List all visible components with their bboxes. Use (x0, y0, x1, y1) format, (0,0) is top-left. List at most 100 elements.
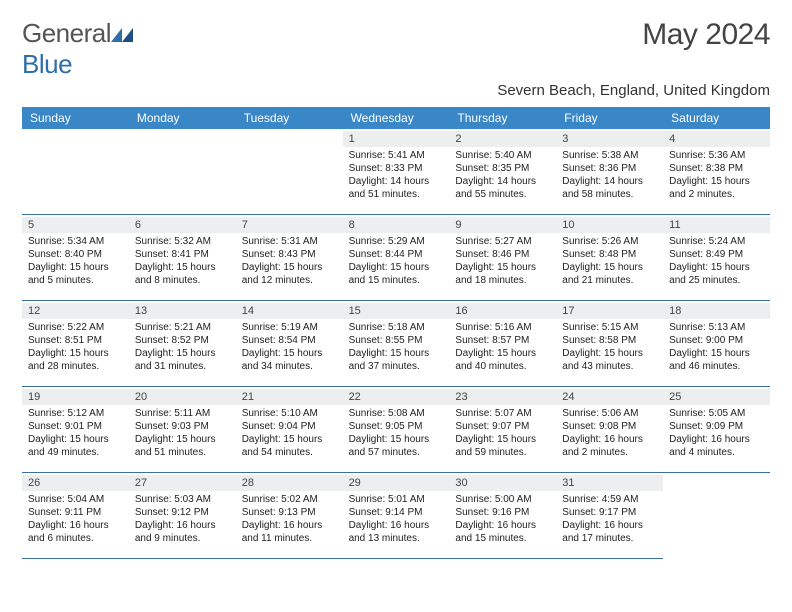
day-number: 30 (455, 477, 467, 489)
sunset-line: Sunset: 8:57 PM (455, 334, 550, 347)
sunrise-line: Sunrise: 5:21 AM (135, 321, 230, 334)
day-number: 4 (669, 133, 675, 145)
sunrise-line: Sunrise: 5:36 AM (669, 149, 764, 162)
day-cell-7: 7Sunrise: 5:31 AMSunset: 8:43 PMDaylight… (236, 215, 343, 301)
empty-cell (236, 129, 343, 215)
sunrise-line: Sunrise: 5:04 AM (28, 493, 123, 506)
daylight-line: Daylight: 16 hours and 2 minutes. (562, 433, 657, 459)
day-cell-19: 19 Sunrise: 5:12 AMSunset: 9:01 PMDayligh… (22, 387, 129, 473)
sunrise-line: Sunrise: 5:00 AM (455, 493, 550, 506)
sunrise-line: Sunrise: 5:15 AM (562, 321, 657, 334)
day-cell-3: 3Sunrise: 5:38 AMSunset: 8:36 PMDaylight… (556, 129, 663, 215)
daylight-line: Daylight: 16 hours and 17 minutes. (562, 519, 657, 545)
sunset-line: Sunset: 8:41 PM (135, 248, 230, 261)
sunrise-line: Sunrise: 5:12 AM (28, 407, 123, 420)
sunset-line: Sunset: 8:35 PM (455, 162, 550, 175)
day-number: 22 (349, 391, 361, 403)
day-cell-6: 6Sunrise: 5:32 AMSunset: 8:41 PMDaylight… (129, 215, 236, 301)
daylight-line: Daylight: 15 hours and 18 minutes. (455, 261, 550, 287)
day-cell-21: 21Sunrise: 5:10 AMSunset: 9:04 PMDayligh… (236, 387, 343, 473)
day-number-row: 7 (236, 217, 343, 233)
sunrise-line: Sunrise: 5:31 AM (242, 235, 337, 248)
sunset-line: Sunset: 8:58 PM (562, 334, 657, 347)
daylight-line: Daylight: 16 hours and 6 minutes. (28, 519, 123, 545)
sunrise-line: Sunrise: 4:59 AM (562, 493, 657, 506)
weekday-monday: Monday (129, 107, 236, 129)
sunset-line: Sunset: 8:54 PM (242, 334, 337, 347)
sunrise-line: Sunrise: 5:26 AM (562, 235, 657, 248)
sunset-line: Sunset: 8:33 PM (349, 162, 444, 175)
sunset-line: Sunset: 8:44 PM (349, 248, 444, 261)
sunrise-line: Sunrise: 5:08 AM (349, 407, 444, 420)
day-cell-28: 28Sunrise: 5:02 AMSunset: 9:13 PMDayligh… (236, 473, 343, 559)
day-cell-17: 17Sunrise: 5:15 AMSunset: 8:58 PMDayligh… (556, 301, 663, 387)
calendar-grid: 1 Sunrise: 5:41 AMSunset: 8:33 PM Daylight… (22, 129, 770, 559)
day-number-row: 13 (129, 303, 236, 319)
day-cell-18: 18Sunrise: 5:13 AMSunset: 9:00 PMDayligh… (663, 301, 770, 387)
day-number-row: 22 (343, 389, 450, 405)
daylight-line: Daylight: 16 hours and 13 minutes. (349, 519, 444, 545)
day-number-row: 1 (343, 131, 450, 147)
day-number-row: 27 (129, 475, 236, 491)
title-block: May 2024 (642, 18, 770, 52)
sunset-line: Sunset: 9:01 PM (28, 420, 123, 433)
day-number: 12 (28, 305, 40, 317)
daylight-line: Daylight: 15 hours and 37 minutes. (349, 347, 444, 373)
sunrise-line: Sunrise: 5:19 AM (242, 321, 337, 334)
day-number-row: 6 (129, 217, 236, 233)
weekday-sunday: Sunday (22, 107, 129, 129)
day-cell-8: 8Sunrise: 5:29 AMSunset: 8:44 PMDaylight… (343, 215, 450, 301)
daylight-line: Daylight: 16 hours and 4 minutes. (669, 433, 764, 459)
daylight-line: Daylight: 15 hours and 49 minutes. (28, 433, 123, 459)
daylight-line: Daylight: 14 hours and 55 minutes. (455, 175, 550, 201)
sunrise-line: Sunrise: 5:41 AM (349, 149, 444, 162)
sunrise-line: Sunrise: 5:18 AM (349, 321, 444, 334)
empty-cell (129, 129, 236, 215)
day-number-row: 12 (22, 303, 129, 319)
sunrise-line: Sunrise: 5:06 AM (562, 407, 657, 420)
sunset-line: Sunset: 8:48 PM (562, 248, 657, 261)
weekday-wednesday: Wednesday (343, 107, 450, 129)
daylight-line: Daylight: 16 hours and 15 minutes. (455, 519, 550, 545)
logo-part2: Blue (22, 49, 72, 79)
day-number: 5 (28, 219, 34, 231)
sunset-line: Sunset: 8:40 PM (28, 248, 123, 261)
day-cell-13: 13Sunrise: 5:21 AMSunset: 8:52 PMDayligh… (129, 301, 236, 387)
day-cell-23: 23Sunrise: 5:07 AMSunset: 9:07 PMDayligh… (449, 387, 556, 473)
sunset-line: Sunset: 9:09 PM (669, 420, 764, 433)
day-number-row: 2 (449, 131, 556, 147)
day-cell-27: 27Sunrise: 5:03 AMSunset: 9:12 PMDayligh… (129, 473, 236, 559)
day-number: 26 (28, 477, 40, 489)
day-cell-20: 20Sunrise: 5:11 AMSunset: 9:03 PMDayligh… (129, 387, 236, 473)
sunrise-line: Sunrise: 5:10 AM (242, 407, 337, 420)
logo-flag-icon (111, 26, 133, 42)
day-cell-29: 29Sunrise: 5:01 AMSunset: 9:14 PMDayligh… (343, 473, 450, 559)
day-number-row: 25 (663, 389, 770, 405)
daylight-line: Daylight: 15 hours and 43 minutes. (562, 347, 657, 373)
day-number: 19 (28, 391, 40, 403)
empty-cell (22, 129, 129, 215)
day-number-row: 16 (449, 303, 556, 319)
day-number: 16 (455, 305, 467, 317)
sunrise-line: Sunrise: 5:02 AM (242, 493, 337, 506)
daylight-line: Daylight: 15 hours and 46 minutes. (669, 347, 764, 373)
daylight-line: Daylight: 15 hours and 54 minutes. (242, 433, 337, 459)
day-number-row: 21 (236, 389, 343, 405)
day-number-row: 31 (556, 475, 663, 491)
sunrise-line: Sunrise: 5:16 AM (455, 321, 550, 334)
day-cell-5: 5Sunrise: 5:34 AMSunset: 8:40 PMDaylight… (22, 215, 129, 301)
sunset-line: Sunset: 9:17 PM (562, 506, 657, 519)
sunset-line: Sunset: 8:52 PM (135, 334, 230, 347)
day-number-row: 8 (343, 217, 450, 233)
day-cell-9: 9Sunrise: 5:27 AMSunset: 8:46 PMDaylight… (449, 215, 556, 301)
day-cell-30: 30Sunrise: 5:00 AMSunset: 9:16 PMDayligh… (449, 473, 556, 559)
weekday-thursday: Thursday (449, 107, 556, 129)
sunrise-line: Sunrise: 5:01 AM (349, 493, 444, 506)
day-number-row: 15 (343, 303, 450, 319)
day-cell-25: 25Sunrise: 5:05 AMSunset: 9:09 PMDayligh… (663, 387, 770, 473)
daylight-line: Daylight: 15 hours and 12 minutes. (242, 261, 337, 287)
location: Severn Beach, England, United Kingdom (22, 82, 770, 99)
logo: General Blue (22, 18, 133, 80)
day-number: 29 (349, 477, 361, 489)
header: General Blue May 2024 (22, 18, 770, 80)
